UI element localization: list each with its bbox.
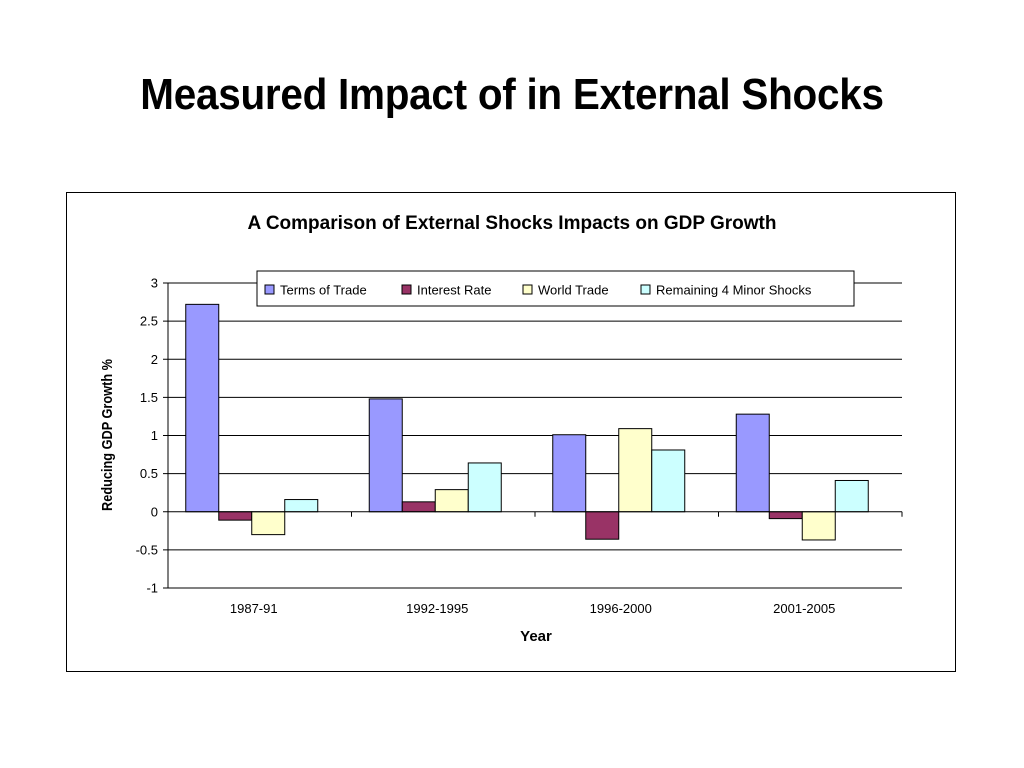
x-tick-label: 1992-1995 [406,601,468,616]
legend-label: Terms of Trade [280,283,367,298]
legend-label: World Trade [538,283,609,298]
bar [735,413,770,513]
x-axis-label: Year [520,628,552,645]
bar [651,449,686,513]
legend-label: Remaining 4 Minor Shocks [656,283,812,298]
bar [218,511,253,521]
chart-title: A Comparison of External Shocks Impacts … [248,213,777,234]
bar [552,434,587,513]
legend-swatch [640,284,651,295]
y-tick-label: 1 [151,428,158,443]
y-tick-label: -1 [146,581,158,596]
x-tick-label: 2001-2005 [773,601,835,616]
legend-swatch [401,284,412,295]
x-tick-label: 1996-2000 [590,601,652,616]
bar [618,428,653,513]
y-tick-label: 0 [151,504,158,519]
legend-box [256,270,855,307]
bar [801,511,836,541]
bar [467,462,502,513]
bar [834,479,869,513]
x-tick-label: 1987-91 [230,601,278,616]
bar [368,398,403,513]
legend-swatch [522,284,533,295]
y-tick-label: -0.5 [136,542,158,557]
y-tick-label: 0.5 [140,466,158,481]
bar [585,511,620,540]
bar [185,303,220,513]
y-axis-label: Reducing GDP Growth % [98,359,115,511]
slide-title: Measured Impact of in External Shocks [140,70,884,119]
legend-label: Interest Rate [417,283,491,298]
y-tick-label: 3 [151,276,158,291]
bar [401,501,436,513]
bar [434,489,469,513]
y-tick-label: 1.5 [140,390,158,405]
y-tick-label: 2 [151,352,158,367]
y-tick-label: 2.5 [140,314,158,329]
bar [284,499,319,513]
legend-swatch [264,284,275,295]
bar [251,511,286,536]
bar [768,511,803,520]
